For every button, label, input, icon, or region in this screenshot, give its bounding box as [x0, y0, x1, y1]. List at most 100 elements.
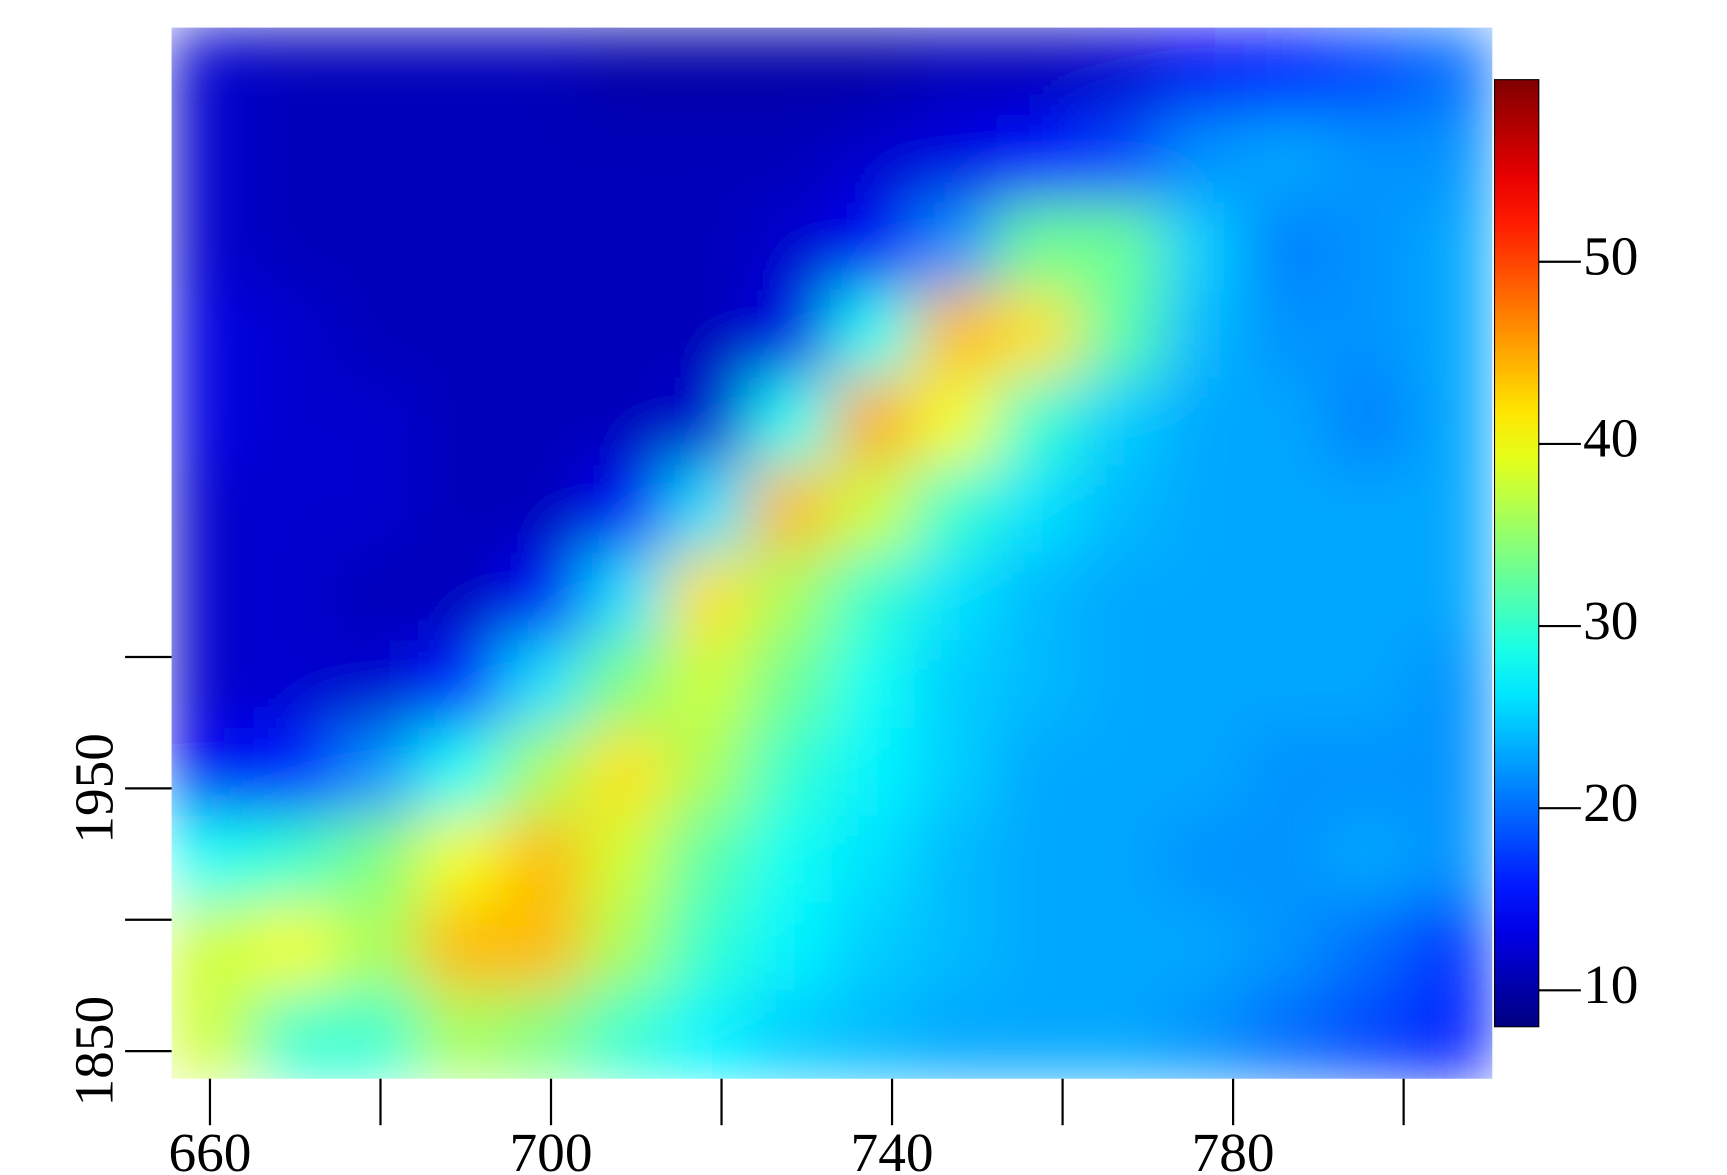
heat-cell: [748, 202, 833, 291]
heat-cell: [253, 903, 338, 992]
heat-cell: [913, 552, 998, 642]
heat-cell: [1079, 552, 1163, 642]
heat-cell: [583, 990, 668, 1079]
heat-cell: [1409, 815, 1493, 905]
heat-cell: [1244, 202, 1328, 291]
heat-cell: [336, 465, 420, 554]
heat-cell: [996, 727, 1081, 817]
heat-cell: [418, 990, 503, 1079]
heat-cell: [748, 640, 833, 729]
heat-cell: [913, 903, 998, 992]
heat-cell: [831, 640, 916, 729]
heat-cell: [1326, 727, 1411, 817]
heat-cell: [913, 640, 998, 729]
heat-cell: [1326, 289, 1411, 379]
heat-cell: [666, 465, 750, 554]
heat-cell: [831, 202, 916, 291]
heat-cell: [748, 903, 833, 992]
heat-cell: [1244, 289, 1328, 379]
heat-cell: [1409, 27, 1493, 116]
heat-cell: [336, 903, 420, 992]
heat-cell: [1244, 552, 1328, 642]
heat-cell: [1079, 289, 1163, 379]
heat-cell: [1244, 465, 1328, 554]
heat-cell: [748, 27, 833, 116]
raster-area: [171, 27, 1493, 1079]
heat-cell: [1326, 640, 1411, 729]
heat-cell: [913, 289, 998, 379]
heat-cell: [501, 903, 585, 992]
heat-cell: [418, 114, 503, 204]
heat-cell: [1161, 903, 1246, 992]
heat-cell: [171, 727, 255, 817]
heat-cell: [666, 727, 750, 817]
heat-cell: [1079, 727, 1163, 817]
heat-cell: [171, 640, 255, 729]
heat-cell: [1079, 114, 1163, 204]
heat-cell: [583, 27, 668, 116]
heat-cell: [336, 377, 420, 467]
heat-cell: [666, 640, 750, 729]
heat-cell: [253, 727, 338, 817]
heat-cell: [996, 114, 1081, 204]
heat-cell: [583, 640, 668, 729]
heat-cell: [1409, 202, 1493, 291]
heat-cell: [913, 114, 998, 204]
heat-cell: [501, 27, 585, 116]
heat-cell: [666, 289, 750, 379]
heat-cell: [831, 465, 916, 554]
heat-cell: [1409, 465, 1493, 554]
heat-cell: [996, 289, 1081, 379]
heat-cell: [501, 990, 585, 1079]
heat-cell: [1161, 640, 1246, 729]
heat-cell: [1161, 202, 1246, 291]
heat-cell: [996, 815, 1081, 905]
heat-cell: [336, 552, 420, 642]
heat-cell: [1079, 202, 1163, 291]
heat-cell: [336, 727, 420, 817]
heat-cell: [253, 815, 338, 905]
heat-cell: [1244, 903, 1328, 992]
heat-cell: [913, 727, 998, 817]
heat-cell: [748, 990, 833, 1079]
heat-cell: [336, 640, 420, 729]
heat-cell: [171, 990, 255, 1079]
heat-cell: [501, 202, 585, 291]
heat-cell: [253, 202, 338, 291]
heat-cell: [171, 27, 255, 116]
heat-cell: [336, 815, 420, 905]
heat-cell: [418, 465, 503, 554]
heat-cell: [253, 640, 338, 729]
heat-cell: [831, 114, 916, 204]
heat-cell: [666, 903, 750, 992]
heat-cell: [831, 903, 916, 992]
heat-cell: [336, 114, 420, 204]
heat-cell: [1079, 377, 1163, 467]
heat-cell: [336, 27, 420, 116]
heat-cell: [1409, 552, 1493, 642]
heat-cell: [748, 815, 833, 905]
heat-cell: [1161, 990, 1246, 1079]
raster: [171, 27, 1493, 1079]
heat-cell: [1244, 815, 1328, 905]
heat-cell: [996, 990, 1081, 1079]
heat-cell: [1161, 377, 1246, 467]
heat-cell: [831, 815, 916, 905]
heat-cell: [583, 727, 668, 817]
colorbar: [1493, 79, 1540, 1028]
heat-cell: [831, 377, 916, 467]
heat-cell: [336, 202, 420, 291]
heat-cell: [336, 990, 420, 1079]
heat-cell: [501, 552, 585, 642]
heat-cell: [1079, 903, 1163, 992]
colorbar-tick-label: 40: [1583, 408, 1638, 469]
heat-cell: [501, 377, 585, 467]
heat-cell: [501, 289, 585, 379]
heat-cell: [1244, 27, 1328, 116]
heat-cell: [171, 903, 255, 992]
heat-cell: [583, 465, 668, 554]
heat-cell: [1161, 815, 1246, 905]
heat-cell: [418, 727, 503, 817]
heat-cell: [1161, 114, 1246, 204]
heat-cell: [666, 114, 750, 204]
